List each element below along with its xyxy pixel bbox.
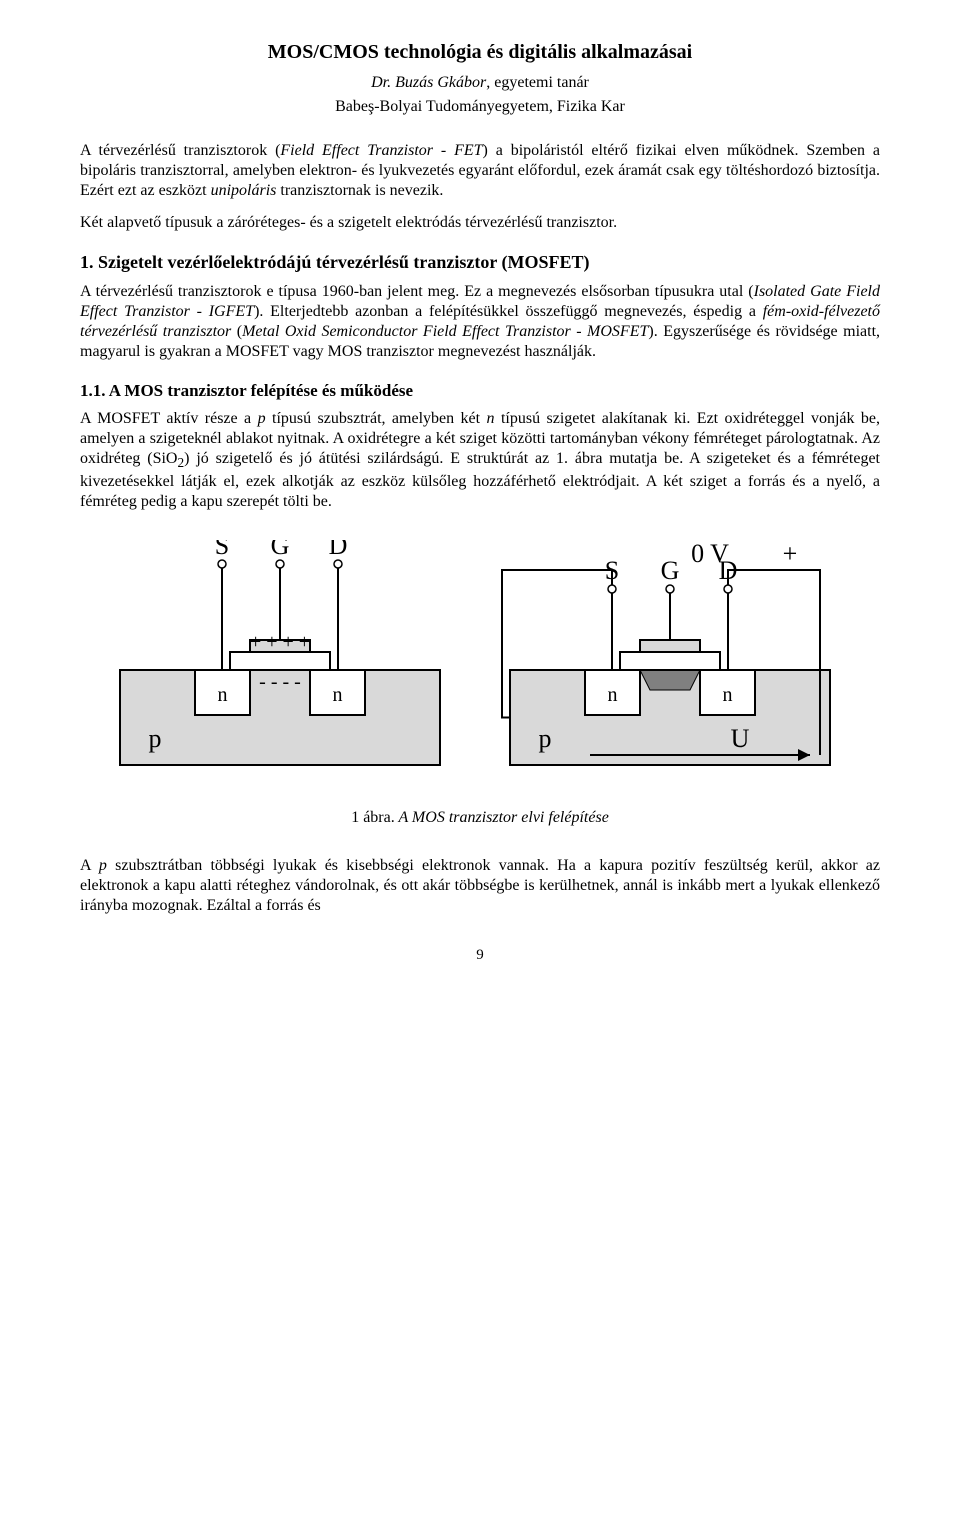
svg-text:+ + + +: + + + + — [250, 631, 310, 653]
svg-text:- - - -: - - - - — [259, 671, 301, 693]
svg-text:p: p — [539, 724, 552, 753]
italic-text: n — [487, 410, 495, 427]
text: ). Elterjedtebb azonban a felépítésükkel… — [254, 303, 763, 320]
text: ( — [231, 323, 242, 340]
paragraph-5: A p szubsztrátban többségi lyukak és kis… — [80, 856, 880, 916]
section-1-heading: 1. Szigetelt vezérlőelektródájú térvezér… — [80, 251, 880, 274]
text: típusú szubsztrát, amelyben két — [266, 410, 487, 427]
figure-1-caption: 1 ábra. A MOS tranzisztor elvi felépítés… — [80, 808, 880, 828]
figure-1: n n S G D + + + + - - - - p n n S G Dp 0 V + U — [80, 540, 880, 800]
italic-text: Metal Oxid Semiconductor Field Effect Tr… — [242, 323, 648, 340]
author-line: Dr. Buzás Gkábor, egyetemi tanár — [80, 73, 880, 93]
mos-schematic-right: nnSGDp0 V+U — [490, 540, 850, 800]
svg-text:p: p — [149, 724, 162, 753]
italic-text: unipoláris — [211, 182, 277, 199]
svg-text:n: n — [218, 684, 228, 706]
svg-text:n: n — [333, 684, 343, 706]
paragraph-1: A térvezérlésű tranzisztorok (Field Effe… — [80, 141, 880, 201]
text: szubsztrátban többségi lyukak és kisebbs… — [80, 857, 880, 914]
mos-schematic-left: n n S G D + + + + - - - - p — [110, 540, 450, 800]
page-title: MOS/CMOS technológia és digitális alkalm… — [80, 40, 880, 65]
text: tranzisztornak is nevezik. — [276, 182, 443, 199]
caption-number: 1 ábra. — [351, 809, 395, 826]
caption-text: A MOS tranzisztor elvi felépítése — [395, 809, 609, 826]
svg-text:+: + — [783, 540, 798, 568]
affiliation: Babeş-Bolyai Tudományegyetem, Fizika Kar — [80, 97, 880, 117]
svg-text:n: n — [723, 684, 733, 706]
svg-text:G: G — [271, 540, 290, 560]
italic-text: p — [258, 410, 266, 427]
svg-text:G: G — [661, 556, 680, 585]
text: A térvezérlésű tranzisztorok e típusa 19… — [80, 283, 754, 300]
paragraph-3: A térvezérlésű tranzisztorok e típusa 19… — [80, 282, 880, 362]
paragraph-4: A MOSFET aktív része a p típusú szubsztr… — [80, 409, 880, 512]
svg-text:0 V: 0 V — [691, 540, 729, 568]
author-role: , egyetemi tanár — [486, 74, 589, 91]
paragraph-2: Két alapvető típusuk a záróréteges- és a… — [80, 213, 880, 233]
svg-text:D: D — [329, 540, 348, 560]
text: A — [80, 857, 99, 874]
subsection-1-1-heading: 1.1. A MOS tranzisztor felépítése és műk… — [80, 380, 880, 401]
text: ) jó szigetelő és jó átütési szilárdságú… — [80, 450, 880, 510]
text: A MOSFET aktív része a — [80, 410, 258, 427]
text: A térvezérlésű tranzisztorok ( — [80, 142, 280, 159]
svg-text:n: n — [608, 684, 618, 706]
svg-text:U: U — [731, 724, 750, 753]
page-number: 9 — [80, 946, 880, 965]
italic-text: p — [99, 857, 107, 874]
italic-text: Field Effect Tranzistor - FET — [280, 142, 482, 159]
author-name: Dr. Buzás Gkábor — [371, 74, 486, 91]
svg-text:S: S — [215, 540, 229, 560]
